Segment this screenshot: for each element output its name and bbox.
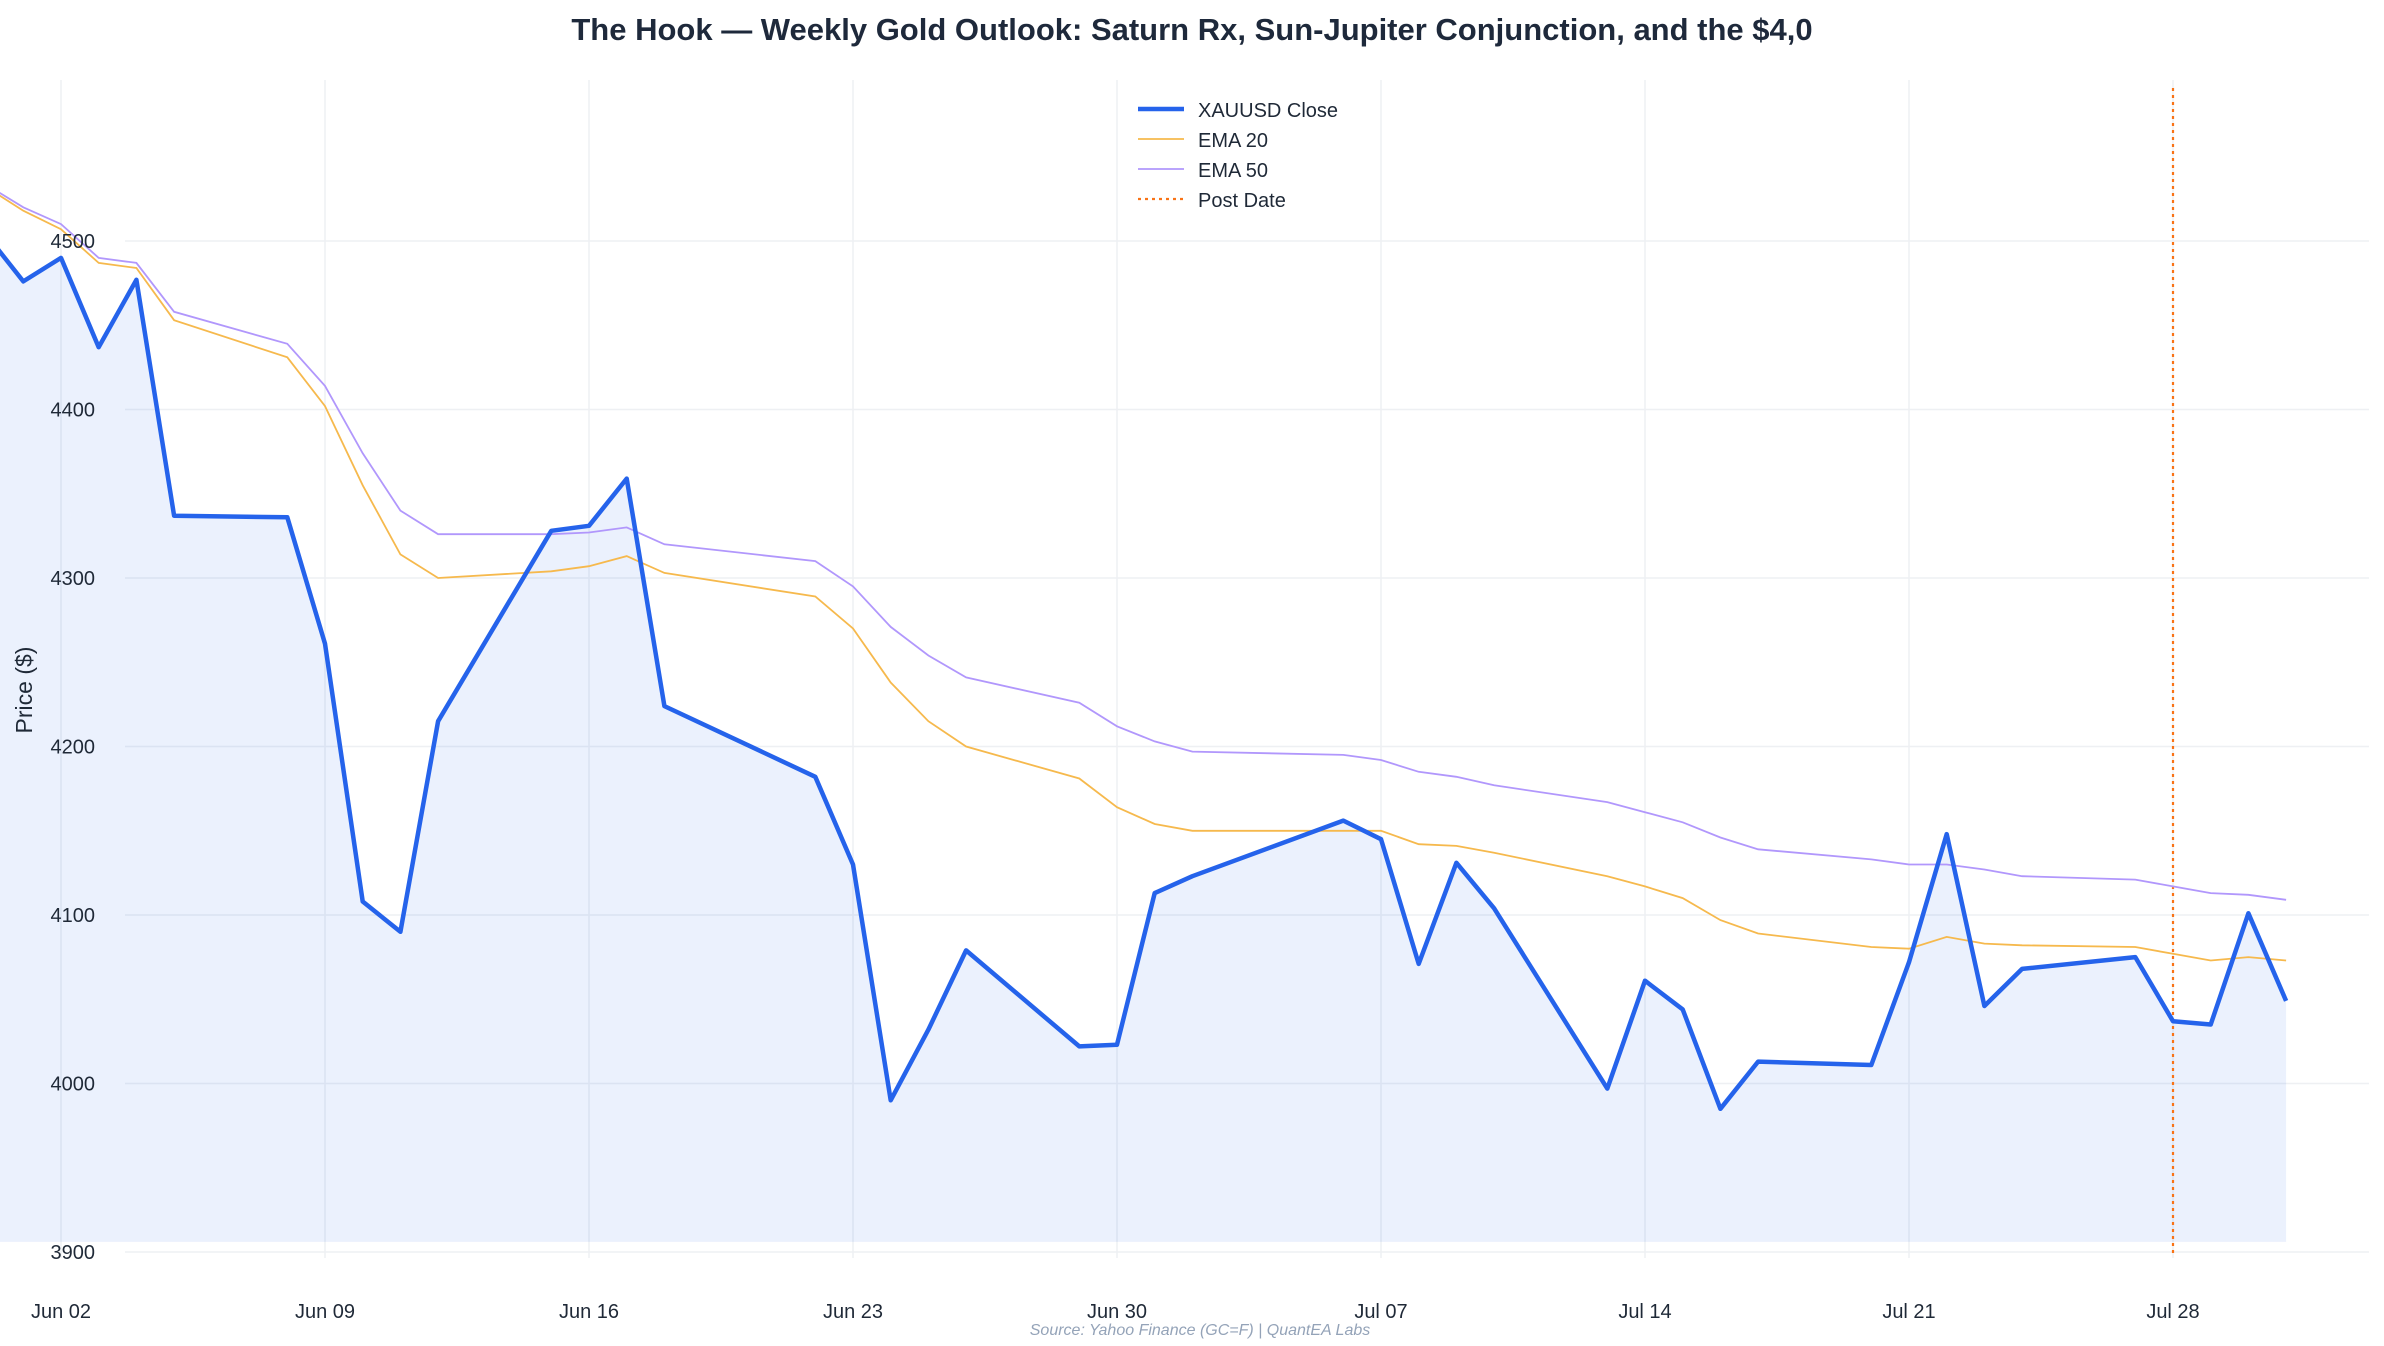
ema-20-line	[0, 194, 2287, 962]
legend-label-post-date: Post Date	[1198, 190, 1286, 212]
x-tick-label: Jun 30	[1087, 1301, 1147, 1323]
y-tick-label: 4500	[51, 231, 96, 253]
x-tick-label: Jun 09	[295, 1301, 355, 1323]
x-tick-label: Jul 21	[1882, 1301, 1935, 1323]
chart-title: The Hook — Weekly Gold Outlook: Saturn R…	[571, 12, 1812, 47]
x-axis-ticks: Jun 02 Jun 09 Jun 16 Jun 23 Jun 30 Jul 07 Jul …	[31, 1301, 2200, 1323]
x-tick-label: Jun 02	[31, 1301, 91, 1323]
ema-50-line	[0, 192, 2287, 901]
legend-label-ema20: EMA 20	[1198, 130, 1268, 152]
source-note: Source: Yahoo Finance (GC=F) | QuantEA L…	[1030, 1322, 1370, 1339]
legend-label-ema50: EMA 50	[1198, 160, 1268, 182]
grid	[60, 80, 2369, 1258]
legend-label-close: XAUUSD Close	[1198, 100, 1338, 122]
y-axis-label: Price ($)	[11, 647, 37, 734]
x-tick-label: Jul 28	[2146, 1301, 2199, 1323]
x-tick-label: Jun 23	[823, 1301, 883, 1323]
y-tick-label: 3900	[51, 1242, 96, 1264]
close-area-fill	[0, 251, 2287, 1242]
y-tick-label: 4200	[51, 737, 96, 759]
x-tick-label: Jul 07	[1354, 1301, 1407, 1323]
y-tick-label: 4000	[51, 1074, 96, 1096]
y-tick-label: 4100	[51, 905, 96, 927]
y-tick-label: 4400	[51, 400, 96, 422]
legend: XAUUSD Close EMA 20 EMA 50 Post Date	[1138, 100, 1338, 212]
x-tick-label: Jul 14	[1618, 1301, 1671, 1323]
y-axis-ticks: 3900 4000 4100 4200 4300 4400 4500	[51, 231, 96, 1264]
x-tick-label: Jun 16	[559, 1301, 619, 1323]
y-tick-label: 4300	[51, 568, 96, 590]
xauusd-close-line	[0, 248, 2289, 1112]
